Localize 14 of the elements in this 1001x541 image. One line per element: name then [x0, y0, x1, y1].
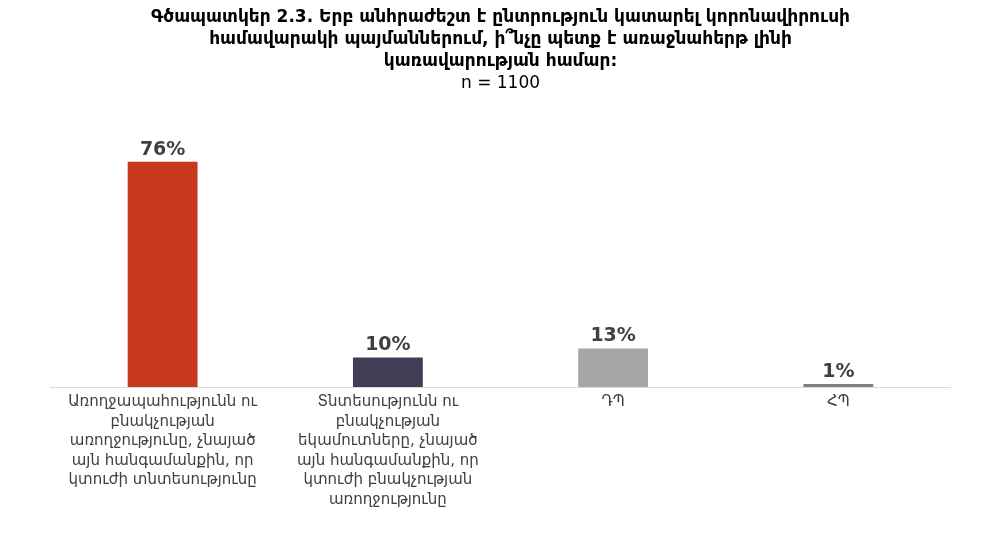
bar [803, 384, 874, 387]
bar [352, 357, 423, 387]
data-label: 13% [590, 323, 636, 346]
x-tick-label: ԴՊ [601, 392, 625, 410]
bar [578, 348, 649, 387]
data-label: 76% [139, 136, 186, 159]
x-tick-label: Առողջապահությունն ու բնակչության առողջությունը, չնայած այն հանգամանքին, որ կտուժի տնտեսությունը [68, 392, 258, 488]
data-label: 10% [365, 332, 411, 355]
chart-subtitle: n = 1100 [460, 71, 541, 92]
bar [127, 161, 198, 387]
x-tick-label: Տնտեսությունն ու բնակչության եկամուտները, չնայած այն հանգամանքին, որ կտուժի բնակչության առողջությունը [296, 392, 479, 508]
data-label: 1% [822, 359, 855, 382]
x-tick-label: ՀՊ [827, 392, 850, 410]
chart-title: Գծապատկեր 2.3. Երբ անհրաժեշտ է ընտրություն կատարել կորոնավիրուսի համավարակի պայմաններում, ի՞նչը պետք է առաջնահերթ լինի կառավարության համար: [150, 5, 851, 70]
